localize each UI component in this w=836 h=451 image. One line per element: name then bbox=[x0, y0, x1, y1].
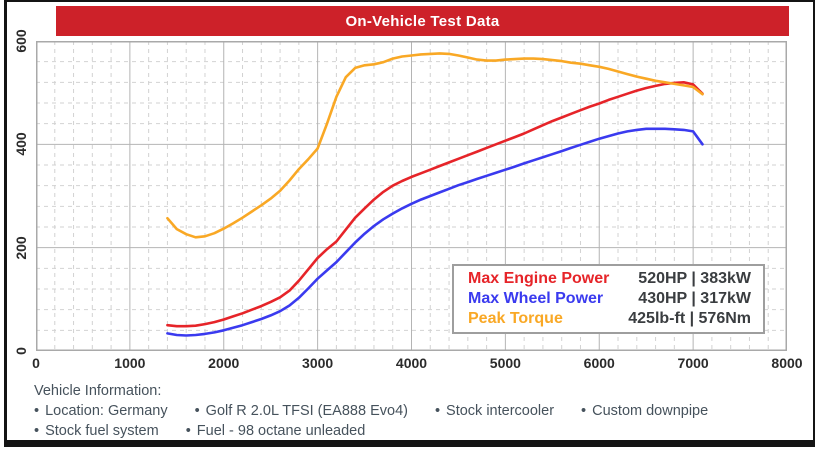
x-tick-label-0: 0 bbox=[32, 355, 40, 371]
vehicle-info-heading: Vehicle Information: bbox=[34, 383, 162, 399]
x-tick-label-7000: 7000 bbox=[677, 355, 709, 371]
dyno-plot-area bbox=[36, 41, 787, 351]
bullet-icon: • bbox=[34, 403, 40, 419]
y-tick-label-200: 200 bbox=[13, 235, 29, 260]
plot-border bbox=[36, 41, 787, 351]
vehicle-info-text: Location: Germany bbox=[45, 403, 168, 419]
curve-max-wheel-power bbox=[166, 127, 704, 337]
vehicle-info-item: • Fuel - 98 octane unleaded bbox=[186, 421, 366, 441]
bullet-icon: • bbox=[581, 403, 587, 419]
legend-box: Max Engine Power 520HP | 383kW Max Wheel… bbox=[452, 264, 765, 334]
dyno-chart-svg bbox=[36, 41, 787, 351]
page-title: On-Vehicle Test Data bbox=[345, 12, 500, 30]
x-tick-label-5000: 5000 bbox=[489, 355, 521, 371]
vehicle-info-item: • Custom downpipe bbox=[581, 401, 708, 421]
bullet-icon: • bbox=[434, 403, 441, 419]
x-tick-label-4000: 4000 bbox=[395, 355, 428, 371]
title-bar: On-Vehicle Test Data bbox=[56, 6, 789, 36]
y-tick-label-600: 600 bbox=[13, 29, 29, 53]
outer-border-frame bbox=[4, 0, 815, 447]
y-tick-label-0: 0 bbox=[13, 347, 29, 355]
legend-label-peak-torque: Peak Torque bbox=[468, 310, 563, 327]
vehicle-info-item: • Location: Germany bbox=[34, 401, 168, 421]
vehicle-info-block: Vehicle Information: • Location: Germany … bbox=[34, 381, 794, 441]
legend-label-wheel-power: Max Wheel Power bbox=[468, 290, 604, 307]
vehicle-info-text: Fuel - 98 octane unleaded bbox=[196, 423, 366, 439]
legend-value-peak-torque: 425lb-ft | 576Nm bbox=[628, 310, 751, 327]
vehicle-info-text: Stock intercooler bbox=[446, 403, 555, 419]
bullet-icon: • bbox=[34, 423, 40, 439]
y-tick-label-400: 400 bbox=[13, 132, 29, 157]
x-tick-label-6000: 6000 bbox=[583, 355, 615, 371]
vehicle-info-item: • Golf R 2.0L TFSI (EA888 Evo4) bbox=[195, 401, 408, 421]
vehicle-info-text: Golf R 2.0L TFSI (EA888 Evo4) bbox=[205, 403, 408, 419]
x-tick-label-3000: 3000 bbox=[302, 355, 334, 371]
bullet-icon: • bbox=[194, 403, 200, 419]
legend-value-engine-power: 520HP | 383kW bbox=[638, 270, 751, 287]
legend-label-engine-power: Max Engine Power bbox=[468, 270, 610, 287]
vehicle-info-item: • Stock fuel system bbox=[34, 421, 159, 441]
vehicle-info-text: Stock fuel system bbox=[45, 423, 159, 439]
vehicle-info-item: • Stock intercooler bbox=[435, 401, 554, 421]
vehicle-info-text: Custom downpipe bbox=[592, 403, 709, 419]
curve-max-engine-power bbox=[166, 81, 704, 328]
vehicle-info-row-2: • Stock fuel system • Fuel - 98 octane unl… bbox=[34, 421, 794, 441]
x-tick-label-1000: 1000 bbox=[114, 355, 146, 371]
vehicle-info-row-1: • Location: Germany • Golf R 2.0L TFSI (EA… bbox=[34, 401, 794, 421]
curve-peak-torque bbox=[166, 52, 704, 239]
x-tick-label-2000: 2000 bbox=[208, 355, 240, 371]
bullet-icon: • bbox=[185, 423, 191, 439]
x-tick-label-8000: 8000 bbox=[771, 355, 803, 371]
legend-value-wheel-power: 430HP | 317kW bbox=[638, 290, 751, 307]
